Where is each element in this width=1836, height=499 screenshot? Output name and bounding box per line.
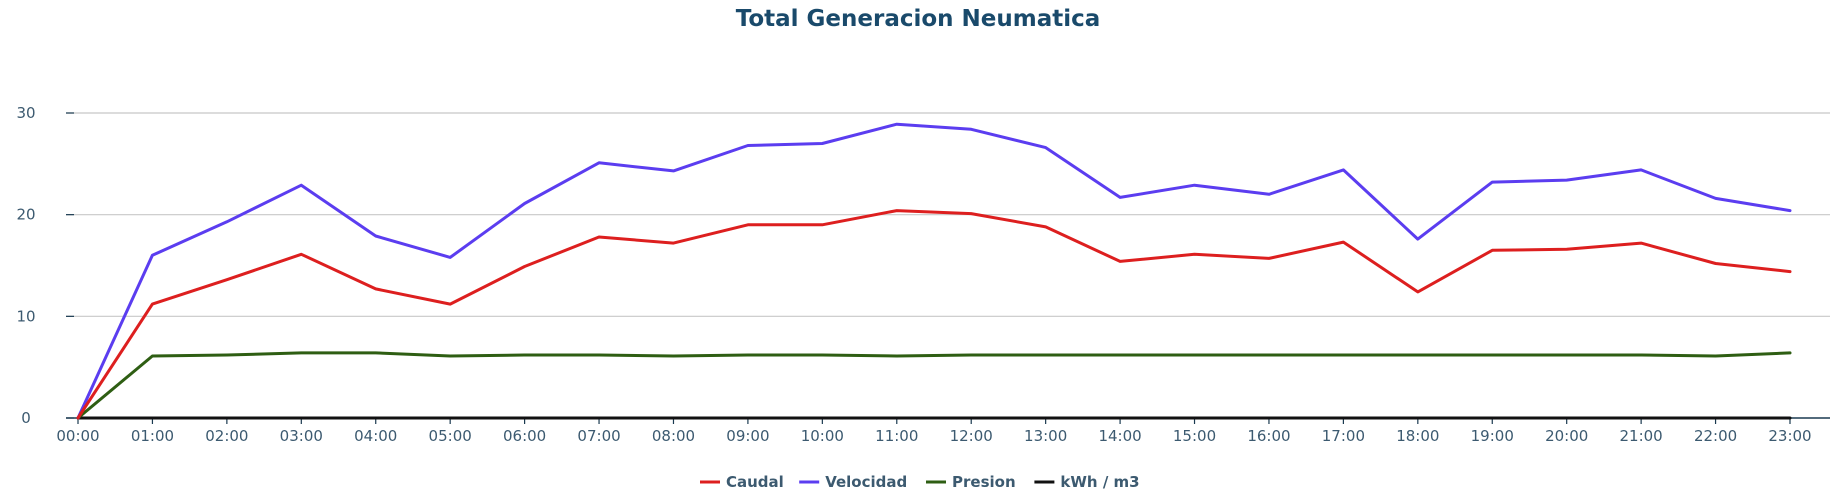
x-tick-label: 16:00 <box>1247 427 1290 445</box>
x-tick-label: 22:00 <box>1694 427 1737 445</box>
x-tick-label: 02:00 <box>205 427 248 445</box>
x-tick-label: 09:00 <box>726 427 769 445</box>
legend-label: Caudal <box>726 473 784 491</box>
x-tick-label: 06:00 <box>503 427 546 445</box>
x-tick-label: 04:00 <box>354 427 397 445</box>
x-tick-label: 21:00 <box>1620 427 1663 445</box>
y-tick-label: 0 <box>21 409 31 427</box>
x-tick-label: 11:00 <box>875 427 918 445</box>
legend-label: Velocidad <box>825 473 907 491</box>
x-tick-label: 12:00 <box>950 427 993 445</box>
legend-label: kWh / m3 <box>1060 473 1139 491</box>
series-line-velocidad <box>76 122 1792 420</box>
x-tick-label: 05:00 <box>429 427 472 445</box>
x-tick-label: 00:00 <box>56 427 99 445</box>
x-tick-label: 14:00 <box>1098 427 1141 445</box>
y-tick-label: 10 <box>16 307 35 325</box>
x-tick-label: 23:00 <box>1768 427 1811 445</box>
legend-label: Presion <box>952 473 1016 491</box>
x-tick-label: 03:00 <box>280 427 323 445</box>
legend-item-presion[interactable]: Presion <box>926 473 1016 491</box>
x-tick-label: 08:00 <box>652 427 695 445</box>
series-lines <box>76 122 1792 420</box>
x-tick-label: 19:00 <box>1471 427 1514 445</box>
y-tick-label: 20 <box>16 206 35 224</box>
x-tick-label: 13:00 <box>1024 427 1067 445</box>
legend-item-caudal[interactable]: Caudal <box>700 473 784 491</box>
x-tick-label: 01:00 <box>131 427 174 445</box>
grid-lines <box>66 112 1830 317</box>
x-tick-label: 07:00 <box>577 427 620 445</box>
legend: Caudal Velocidad Presion kWh / m3 <box>700 473 1140 491</box>
chart-title: Total Generacion Neumatica <box>736 6 1101 32</box>
x-tick-label: 15:00 <box>1173 427 1216 445</box>
x-tick-label: 17:00 <box>1322 427 1365 445</box>
legend-item-velocidad[interactable]: Velocidad <box>799 473 907 491</box>
y-tick-label: 30 <box>16 104 35 122</box>
x-tick-label: 20:00 <box>1545 427 1588 445</box>
x-tick-label: 10:00 <box>801 427 844 445</box>
series-line-presion <box>76 351 1792 420</box>
y-axis: 0 10 20 30 <box>16 104 74 427</box>
x-axis: 00:00 01:00 02:00 03:00 04:00 05:00 06:00 07:00… <box>56 417 1830 445</box>
x-tick-label: 18:00 <box>1396 427 1439 445</box>
legend-item-kwh-m3[interactable]: kWh / m3 <box>1034 473 1140 491</box>
series-line-caudal <box>76 209 1792 420</box>
